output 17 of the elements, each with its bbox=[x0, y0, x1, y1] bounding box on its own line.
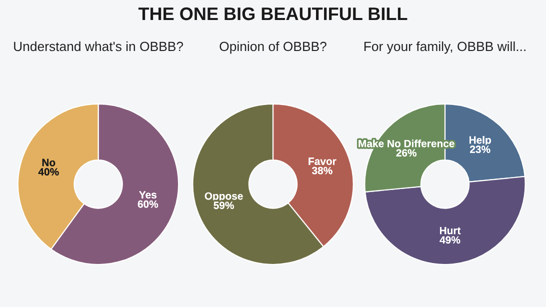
data-label: 26% bbox=[396, 149, 417, 157]
text: THE ONE BIG BEAUTIFUL BILL bbox=[138, 7, 408, 20]
data-label: 40% bbox=[38, 168, 59, 176]
slice-label: Oppose bbox=[204, 192, 243, 202]
chart-title: For your family, OBBB will... bbox=[364, 41, 526, 54]
slice-label: No bbox=[42, 158, 56, 166]
slice-label: Yes bbox=[139, 191, 156, 198]
data-label: 23% bbox=[470, 146, 490, 154]
chart-title: Understand what's in OBBB? bbox=[14, 41, 184, 52]
data-label: 49% bbox=[440, 236, 460, 244]
data-label: 60% bbox=[138, 200, 158, 208]
data-label: 59% bbox=[214, 202, 234, 210]
slice-label: Help bbox=[469, 136, 491, 146]
slice-label: Favor bbox=[308, 158, 336, 165]
slice-label: Hurt bbox=[440, 227, 461, 234]
chart-title: Opinion of OBBB? bbox=[220, 41, 326, 54]
data-label: 38% bbox=[312, 166, 332, 174]
